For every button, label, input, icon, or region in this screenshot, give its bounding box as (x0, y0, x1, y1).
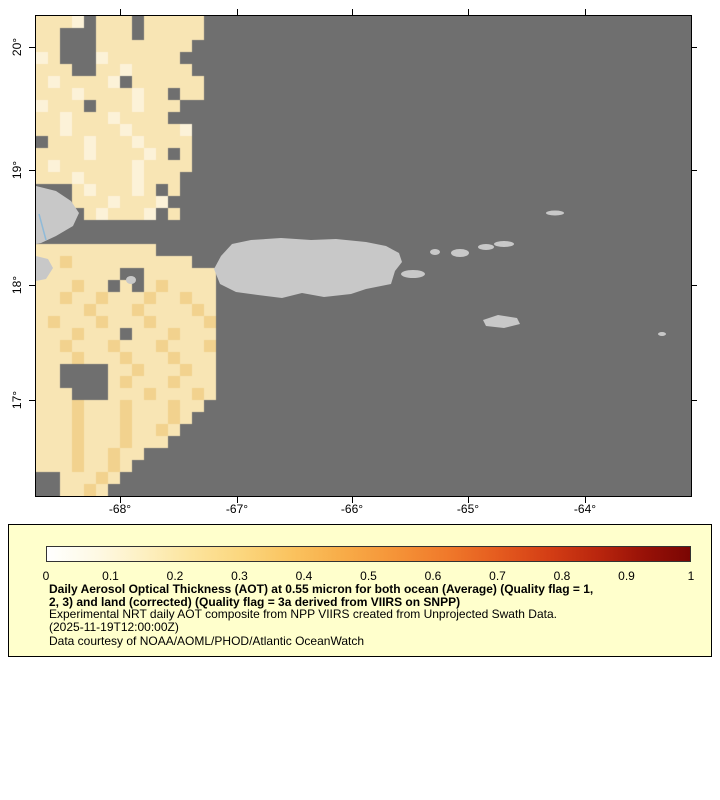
colorbar-scale-label: 0.6 (424, 569, 442, 583)
virgin-gorda-chain (494, 241, 514, 247)
colorbar-scale-label: 0.2 (166, 569, 184, 583)
lon-tick-bottom (352, 497, 353, 503)
map-area (35, 15, 692, 497)
lon-tick-bottom (585, 497, 586, 503)
hispaniola-coast-piece (36, 256, 53, 281)
lat-tick-left (29, 170, 35, 171)
lon-label: -68° (108, 502, 132, 516)
legend-title-line2: 2, 3) and land (corrected) (Quality flag… (49, 594, 461, 609)
lon-label: -64° (573, 502, 597, 516)
vieques (401, 270, 425, 278)
lat-tick-right (691, 47, 697, 48)
lon-tick-top (585, 9, 586, 15)
lat-tick-left (29, 47, 35, 48)
far-east-islet (658, 332, 666, 336)
colorbar-scale-label: 0 (42, 569, 50, 583)
lon-label: -66° (340, 502, 364, 516)
anegada (546, 210, 564, 216)
colorbar-scale-label: 0.7 (489, 569, 506, 583)
st-croix (483, 315, 520, 328)
colorbar-scale-label: 0.8 (553, 569, 571, 583)
lon-tick-top (468, 9, 469, 15)
hispaniola-east-tip (36, 186, 79, 244)
mona-island (126, 276, 136, 284)
lon-label: -67° (225, 502, 249, 516)
legend-caption: Daily Aerosol Optical Thickness (AOT) at… (49, 583, 699, 648)
lat-tick-right (691, 170, 697, 171)
lon-tick-bottom (468, 497, 469, 503)
colorbar-scale-label: 0.1 (102, 569, 119, 583)
colorbar-scale-label: 0.4 (295, 569, 313, 583)
lat-tick-right (691, 400, 697, 401)
lon-tick-top (120, 9, 121, 15)
st-thomas (451, 249, 469, 257)
lat-tick-left (29, 400, 35, 401)
lat-label: 18° (10, 275, 24, 295)
puerto-rico (214, 238, 402, 298)
lon-tick-bottom (237, 497, 238, 503)
hispaniola-coastline (38, 213, 47, 241)
legend-panel: Daily Aerosol Optical Thickness (AOT) at… (8, 524, 712, 657)
lat-label: 20° (10, 37, 24, 57)
lat-tick-right (691, 285, 697, 286)
legend-description: Experimental NRT daily AOT composite fro… (49, 607, 557, 621)
legend-timestamp: (2025-11-19T12:00:00Z) (49, 619, 179, 634)
legend-title-line1: Daily Aerosol Optical Thickness (AOT) at… (49, 582, 594, 596)
colorbar (46, 546, 691, 562)
legend-credit: Data courtesy of NOAA/AOML/PHOD/Atlantic… (49, 634, 364, 648)
lat-label: 19° (10, 160, 24, 180)
lon-tick-top (237, 9, 238, 15)
colorbar-scale-label: 0.5 (360, 569, 377, 583)
land-layer (36, 186, 666, 336)
lat-label: 17° (10, 390, 24, 410)
culebra (430, 249, 440, 255)
colorbar-scale-label: 1 (687, 569, 695, 583)
colorbar-scale-label: 0.9 (618, 569, 635, 583)
lon-tick-bottom (120, 497, 121, 503)
colorbar-scale-label: 0.3 (231, 569, 248, 583)
tortola (478, 244, 494, 250)
lat-tick-left (29, 285, 35, 286)
lon-tick-top (352, 9, 353, 15)
lon-label: -65° (456, 502, 480, 516)
